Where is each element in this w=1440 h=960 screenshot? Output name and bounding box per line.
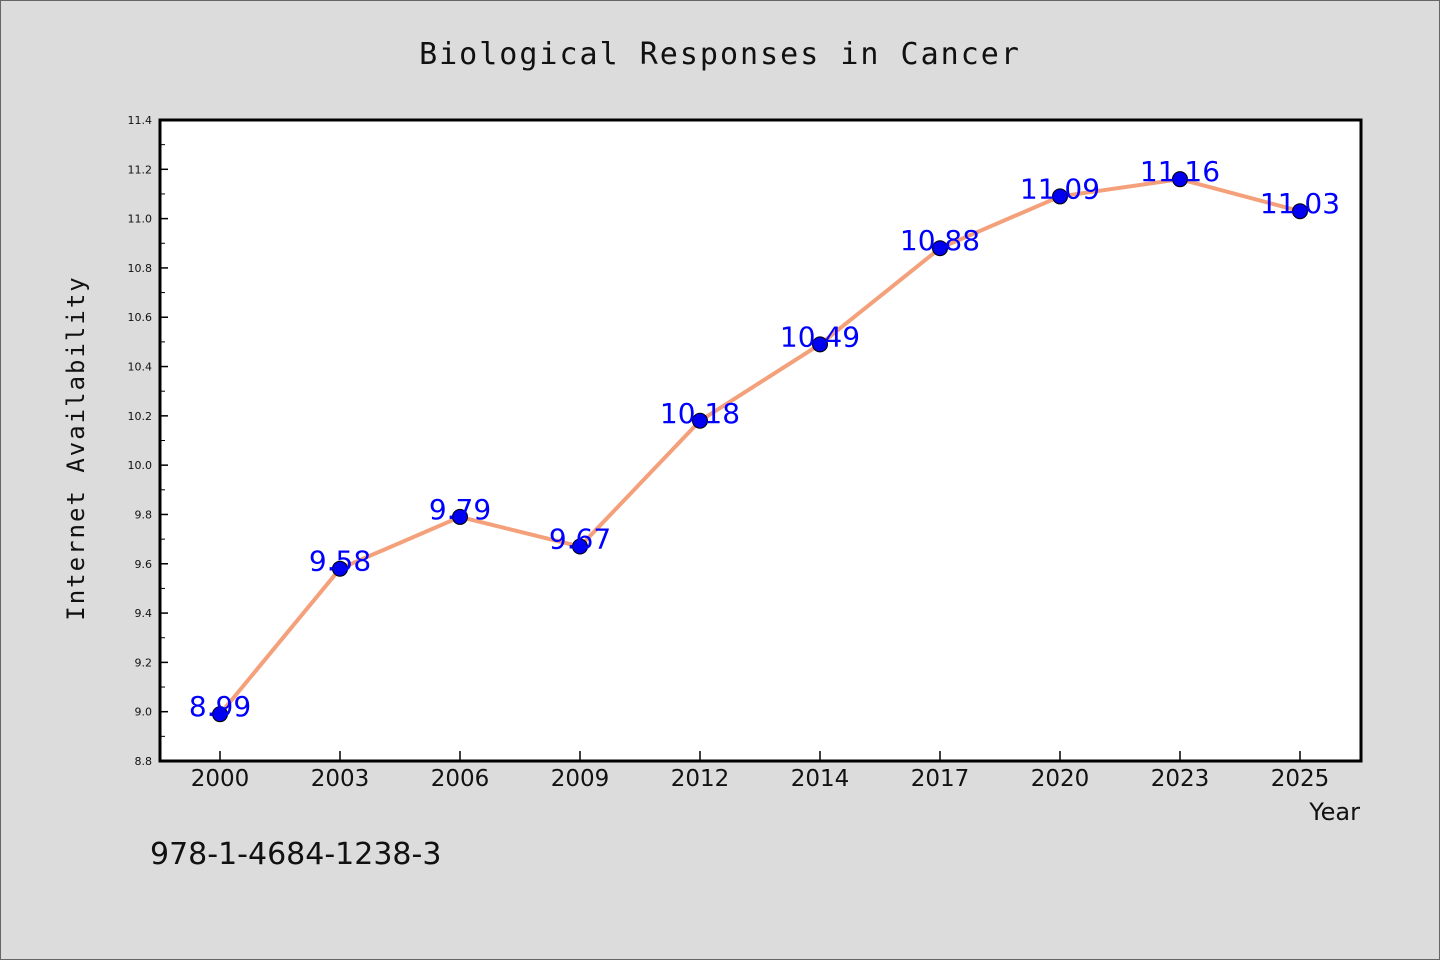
x-tick-label: 2020 (1031, 766, 1090, 792)
chart-title: Biological Responses in Cancer (419, 37, 1021, 72)
data-labels: 8.99 9.58 9.79 9.67 10.18 10.49 10.88 11.09 11.1… (189, 155, 1340, 723)
x-axis-label: Year (1308, 798, 1360, 826)
isbn-annotation: 978-1-4684-1238-3 (150, 837, 441, 872)
y-tick-label: 8.8 (135, 755, 153, 768)
data-point (1052, 188, 1068, 205)
y-tick-label: 11.0 (128, 213, 153, 226)
x-tick-label: 2014 (791, 766, 850, 792)
data-label: 9.79 (429, 493, 491, 526)
y-tick-label: 11.2 (128, 163, 153, 176)
data-label: 11.16 (1140, 155, 1220, 188)
series-line (218, 177, 1301, 716)
data-label: 10.88 (900, 224, 980, 257)
y-axis: 8.8 9.0 9.2 9.4 9.6 9.8 10.0 10.2 10.4 10.6 10.8 11… (128, 114, 168, 768)
y-tick-label: 10.6 (128, 311, 153, 324)
data-point (1172, 171, 1188, 188)
y-tick-label: 9.0 (135, 706, 153, 719)
plot-area (158, 118, 1363, 763)
data-point (932, 240, 948, 257)
y-axis-label: Internet Availability (62, 275, 90, 620)
data-point (452, 508, 468, 525)
y-tick-label: 10.0 (128, 459, 153, 472)
y-tick-label: 10.2 (128, 410, 153, 423)
x-tick-label: 2006 (431, 766, 490, 792)
data-label: 9.67 (549, 523, 611, 556)
x-axis: 2000 2003 2006 2009 2012 2014 2017 2020 2023 2025 (191, 751, 1330, 792)
y-tick-label: 9.6 (135, 558, 153, 571)
x-tick-label: 2000 (191, 766, 250, 792)
data-label: 10.49 (780, 320, 860, 353)
data-label: 9.58 (309, 545, 371, 578)
data-point (332, 560, 348, 577)
y-tick-label: 10.8 (128, 262, 153, 275)
y-tick-label: 9.2 (135, 656, 153, 669)
x-tick-label: 2009 (551, 766, 610, 792)
data-label: 11.09 (1020, 172, 1100, 205)
data-label: 8.99 (189, 690, 251, 723)
x-tick-label: 2017 (911, 766, 970, 792)
x-tick-label: 2025 (1271, 766, 1330, 792)
x-tick-label: 2023 (1151, 766, 1210, 792)
data-point (692, 412, 708, 429)
y-tick-label: 10.4 (128, 361, 153, 374)
x-tick-label: 2012 (671, 766, 730, 792)
data-point (212, 706, 228, 723)
data-label: 11.03 (1260, 187, 1340, 220)
data-point (812, 336, 828, 353)
data-markers (212, 171, 1308, 723)
data-label: 10.18 (660, 397, 740, 430)
data-point (572, 538, 588, 555)
y-tick-label: 9.4 (135, 607, 153, 620)
x-tick-label: 2003 (311, 766, 370, 792)
data-point (1292, 203, 1308, 220)
y-tick-label: 11.4 (128, 114, 153, 127)
y-tick-label: 9.8 (135, 508, 153, 521)
